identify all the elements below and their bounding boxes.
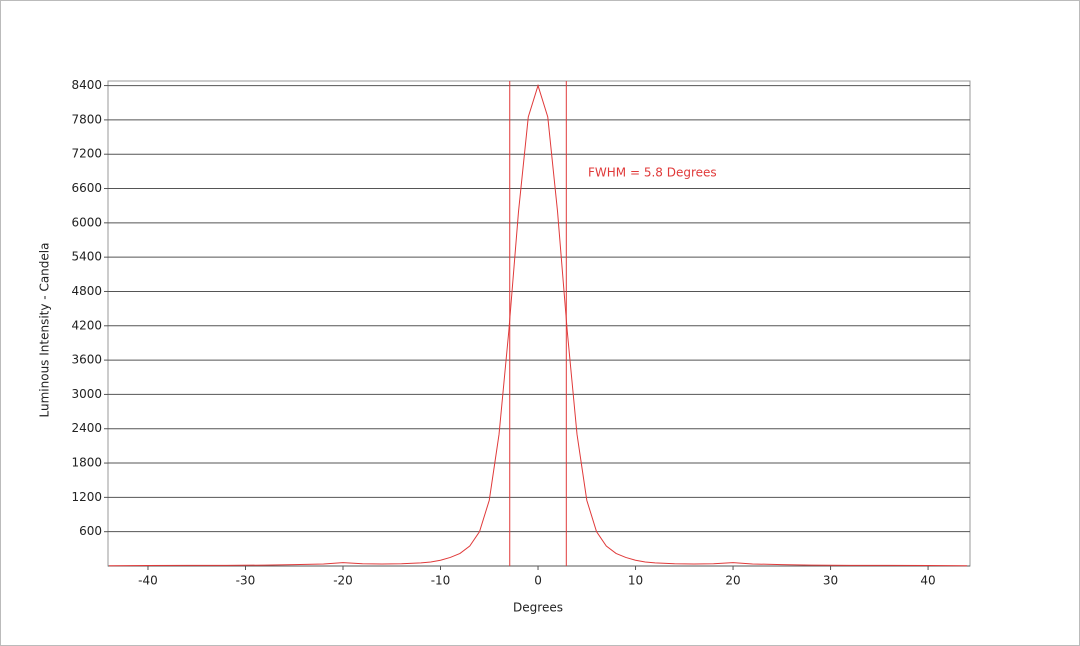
y-tick-label: 3600 <box>71 353 102 367</box>
y-tick-label: 3000 <box>71 387 102 401</box>
y-tick-label: 6000 <box>71 215 102 229</box>
x-tick-label: 30 <box>823 574 838 588</box>
x-axis-label: Degrees <box>513 601 563 615</box>
y-tick-label: 7200 <box>71 147 102 161</box>
x-tick-label: -40 <box>138 574 158 588</box>
x-tick-label: 10 <box>628 574 643 588</box>
y-tick-label: 600 <box>79 524 102 538</box>
y-tick-label: 5400 <box>71 250 102 264</box>
y-tick-label: 8400 <box>71 78 102 92</box>
y-tick-label: 1800 <box>71 456 102 470</box>
y-tick-label: 6600 <box>71 181 102 195</box>
y-tick-label: 1200 <box>71 490 102 504</box>
x-tick-label: 40 <box>920 574 935 588</box>
x-tick-label: 0 <box>534 574 542 588</box>
x-tick-label: -30 <box>236 574 256 588</box>
x-tick-label: -20 <box>333 574 353 588</box>
y-tick-label: 4800 <box>71 284 102 298</box>
data-line <box>108 83 968 567</box>
x-tick-label: -10 <box>431 574 451 588</box>
y-tick-label: 4200 <box>71 318 102 332</box>
y-tick-label: 2400 <box>71 421 102 435</box>
y-tick-label: 7800 <box>71 112 102 126</box>
x-tick-label: 20 <box>725 574 740 588</box>
plot-area <box>107 80 971 567</box>
annotation: FWHM = 5.8 Degrees <box>588 166 717 180</box>
y-axis-label: Luminous Intensity - Candela <box>38 243 52 418</box>
